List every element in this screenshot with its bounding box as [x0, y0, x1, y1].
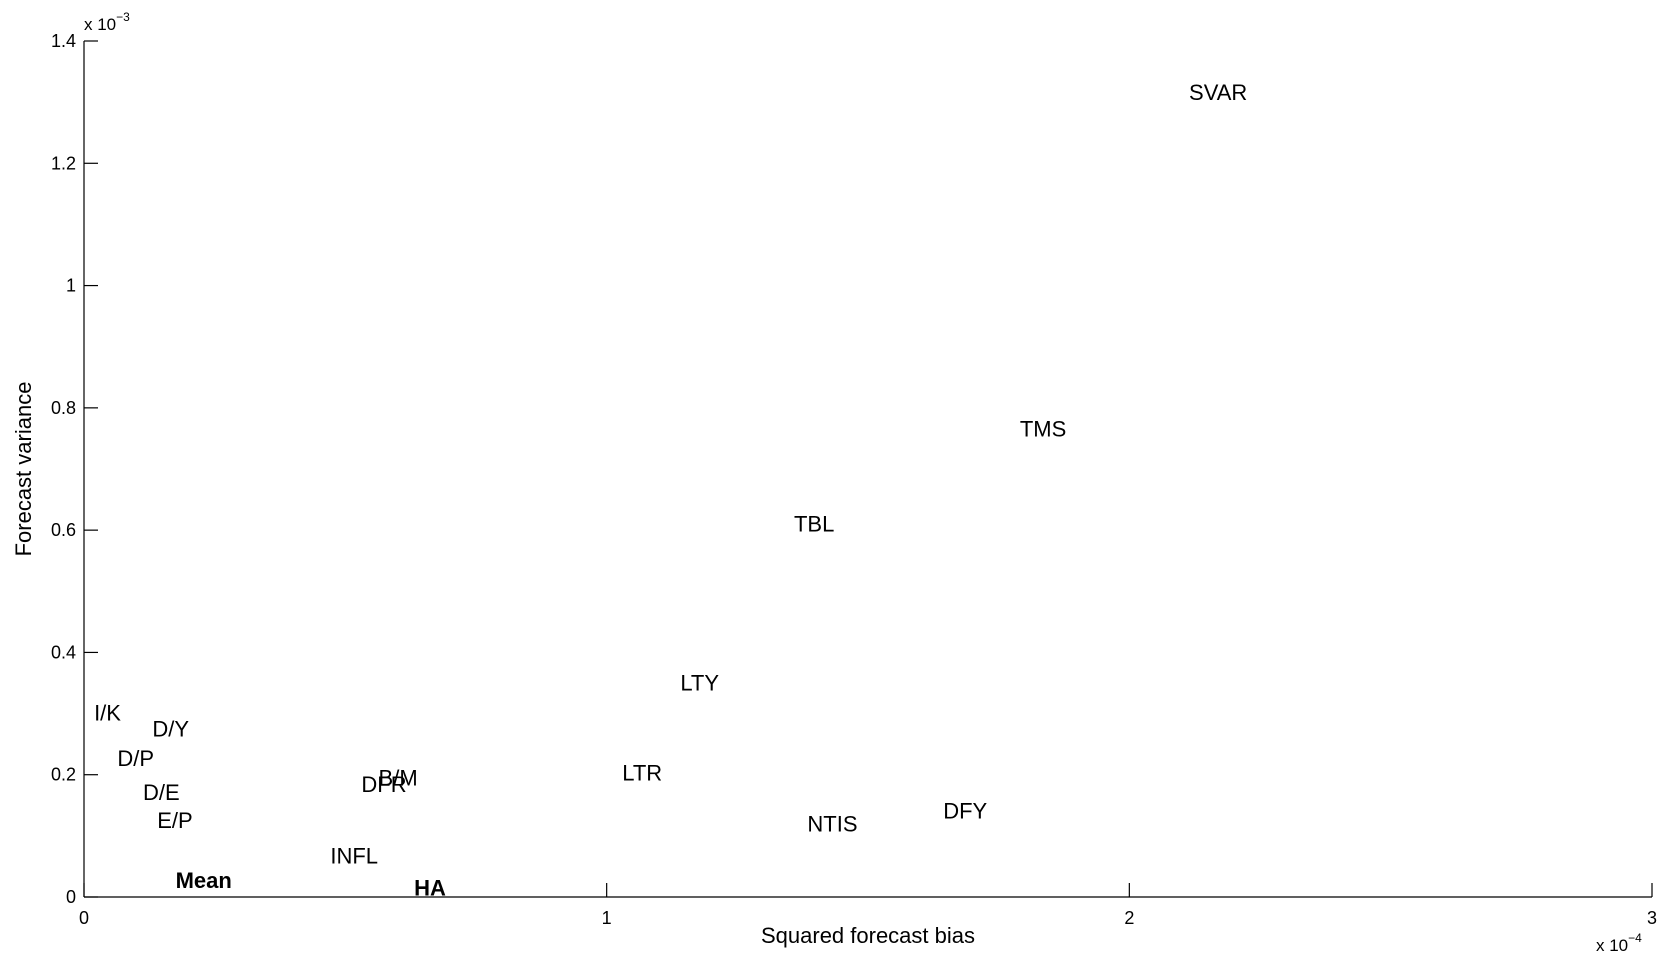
y-tick-label: 0.4 — [51, 642, 76, 662]
y-axis-label: Forecast variance — [11, 382, 36, 557]
axes — [83, 41, 1652, 898]
data-point-label: I/K — [94, 701, 121, 726]
y-tick-label: 0 — [66, 887, 76, 907]
x-tick-label: 1 — [602, 908, 612, 928]
y-tick-label: 1.2 — [51, 153, 76, 173]
y-tick-label: 0.6 — [51, 520, 76, 540]
y-ticks: 0 0.2 0.4 0.6 0.8 1 1.2 1.4 — [51, 31, 98, 907]
data-point-label: HA — [414, 875, 446, 900]
x-tick-label: 3 — [1647, 908, 1657, 928]
data-point-label: INFL — [330, 844, 378, 869]
y-tick-label: 1.4 — [51, 31, 76, 51]
x-exponent-base: x 10 — [1596, 936, 1628, 953]
data-point-label: DFR — [361, 772, 406, 797]
y-exponent-base: x 10 — [84, 15, 116, 34]
y-tick-label: 0.2 — [51, 765, 76, 785]
data-point-label: DFY — [943, 798, 987, 823]
data-point-label: D/P — [117, 746, 154, 771]
data-point-label: D/E — [143, 780, 180, 805]
x-exponent-power: −4 — [1628, 931, 1642, 945]
x-ticks: 0 1 2 3 — [79, 883, 1657, 928]
data-point-label: SVAR — [1189, 80, 1247, 105]
x-axis-label: Squared forecast bias — [761, 923, 975, 948]
x-tick-label: 2 — [1124, 908, 1134, 928]
data-point-label: TMS — [1020, 416, 1066, 441]
data-point-label: LTR — [622, 761, 662, 786]
data-point-label: LTY — [680, 671, 719, 696]
data-point-label: NTIS — [807, 811, 857, 836]
y-tick-label: 1 — [66, 276, 76, 296]
data-point-label: E/P — [157, 808, 192, 833]
y-axis-exponent: x 10−3 — [84, 10, 130, 34]
data-point-label: B/M — [379, 765, 418, 790]
data-point-label: Mean — [176, 868, 232, 893]
y-exponent-power: −3 — [116, 10, 130, 24]
y-tick-label: 0.8 — [51, 398, 76, 418]
data-point-label: D/Y — [152, 717, 189, 742]
data-point-label: TBL — [794, 512, 834, 537]
x-tick-label: 0 — [79, 908, 89, 928]
x-axis-exponent: x 10−4 — [1596, 931, 1642, 953]
